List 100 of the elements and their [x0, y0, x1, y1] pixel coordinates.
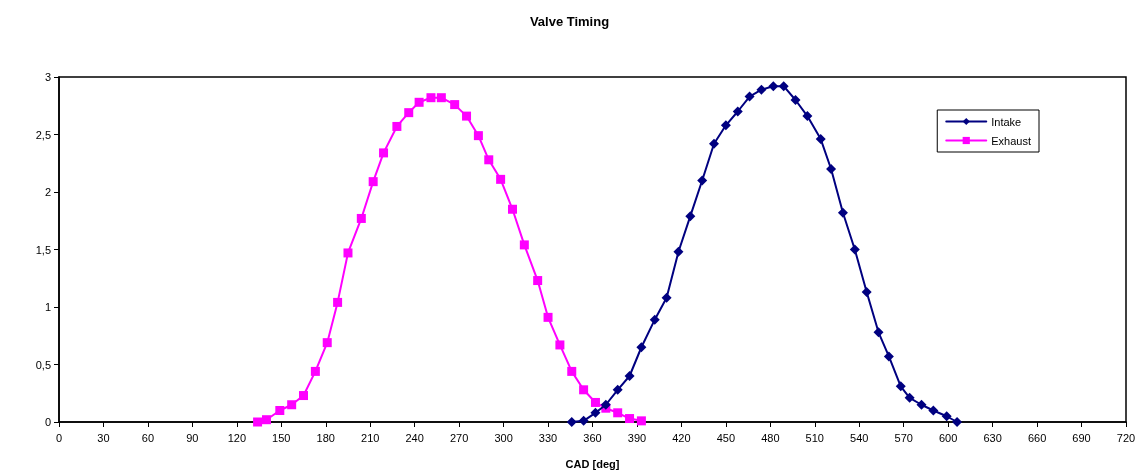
x-tick-label: 630 — [983, 431, 1002, 444]
point — [519, 240, 529, 250]
x-tick-label: 300 — [494, 431, 513, 444]
point — [343, 248, 353, 258]
x-tick-label: 90 — [186, 431, 199, 444]
point — [533, 276, 543, 286]
point — [484, 155, 494, 165]
point — [895, 381, 906, 392]
point — [649, 314, 660, 325]
x-tick-label: 600 — [938, 431, 958, 444]
x-tick-label: 390 — [627, 431, 647, 444]
legend-label: Intake — [991, 115, 1022, 128]
y-tick-label: 1,5 — [35, 243, 51, 256]
x-axis-title: CAD [deg] — [565, 457, 620, 470]
x-tick-label: 150 — [272, 431, 291, 444]
point — [636, 416, 646, 426]
point — [624, 371, 635, 381]
x-tick-label: 510 — [805, 431, 824, 444]
point — [790, 95, 801, 105]
point — [322, 338, 332, 348]
point — [507, 204, 517, 214]
x-tick-label: 360 — [583, 431, 602, 444]
point — [883, 351, 894, 362]
x-tick-label: 420 — [672, 431, 691, 444]
point — [941, 411, 952, 422]
point — [379, 148, 389, 158]
point — [636, 342, 647, 353]
point — [837, 207, 848, 218]
point — [567, 366, 577, 376]
point — [426, 93, 436, 103]
point — [356, 213, 366, 223]
point — [720, 120, 731, 131]
point — [916, 399, 927, 410]
point — [333, 297, 343, 307]
point — [778, 81, 789, 92]
point — [697, 175, 708, 186]
y-tick-label: 0,5 — [35, 358, 51, 371]
point — [732, 106, 743, 117]
point — [392, 121, 402, 131]
point — [673, 246, 684, 257]
point — [450, 100, 460, 110]
point — [661, 292, 672, 303]
x-tick-label: 480 — [761, 431, 780, 444]
point — [861, 287, 872, 298]
point — [826, 164, 837, 174]
x-tick-label: 60 — [141, 431, 155, 444]
point — [613, 408, 623, 418]
x-tick-label: 0 — [55, 431, 63, 444]
x-tick-label: 690 — [1072, 431, 1091, 444]
point — [261, 415, 271, 425]
point — [802, 111, 813, 122]
point — [414, 97, 424, 107]
point — [952, 417, 963, 427]
point — [566, 417, 577, 427]
point — [709, 138, 720, 149]
point — [815, 134, 826, 145]
point — [590, 407, 601, 418]
point — [625, 414, 635, 424]
x-tick-label: 180 — [316, 431, 335, 444]
x-tick-label: 540 — [850, 431, 869, 444]
x-tick-label: 240 — [405, 431, 424, 444]
x-tick-label: 450 — [716, 431, 736, 444]
point — [496, 174, 506, 184]
point — [368, 177, 378, 187]
point — [473, 131, 483, 141]
point — [404, 108, 414, 118]
point — [436, 93, 446, 103]
point — [600, 399, 611, 410]
point — [287, 400, 297, 410]
point — [685, 211, 696, 222]
point — [275, 406, 285, 415]
point — [579, 385, 589, 395]
point — [904, 392, 915, 403]
x-tick-label: 660 — [1027, 431, 1047, 444]
y-tick-label: 3 — [44, 71, 51, 83]
x-tick-label: 570 — [894, 431, 913, 444]
x-tick-label: 720 — [1116, 431, 1136, 444]
y-tick-label: 0 — [44, 416, 51, 428]
point — [744, 91, 755, 102]
y-tick-label: 2 — [44, 186, 51, 198]
point — [756, 84, 767, 95]
y-tick-label: 2,5 — [35, 128, 51, 141]
x-tick-label: 30 — [97, 431, 110, 444]
point — [590, 397, 600, 407]
point — [768, 81, 779, 92]
point — [462, 111, 472, 121]
point — [253, 417, 263, 427]
y-tick-label: 1 — [44, 301, 51, 313]
legend-label: Exhaust — [991, 134, 1031, 147]
x-tick-label: 270 — [449, 431, 469, 444]
x-tick-label: 210 — [361, 431, 380, 444]
point — [543, 312, 553, 322]
point — [612, 384, 623, 395]
point — [310, 366, 320, 376]
point — [928, 405, 939, 416]
chart-title: Valve Timing — [529, 14, 610, 29]
point — [849, 244, 860, 255]
point — [578, 415, 589, 426]
point — [299, 391, 309, 401]
x-tick-label: 120 — [227, 431, 247, 444]
